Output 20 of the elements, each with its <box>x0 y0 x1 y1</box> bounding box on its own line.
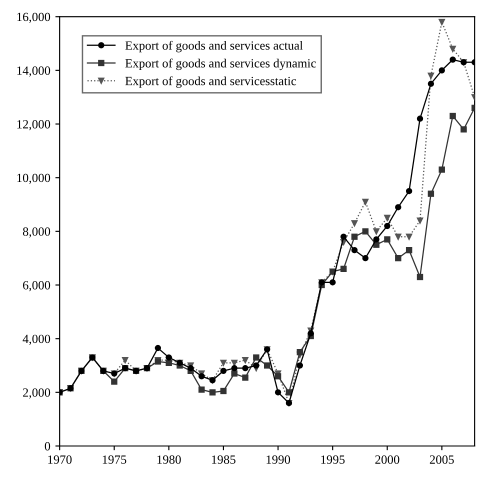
x-tick-label: 1975 <box>102 455 126 464</box>
legend-label: Export of goods and servicesstatic <box>125 76 296 88</box>
x-tick-label: 2000 <box>375 455 400 464</box>
y-tick-label: 4,000 <box>22 334 50 345</box>
y-tick-label: 14,000 <box>17 66 50 77</box>
y-tick-label: 16,000 <box>17 12 50 23</box>
y-tick-label: 0 <box>44 442 50 450</box>
x-tick-label: 1995 <box>321 455 345 464</box>
y-tick-label: 6,000 <box>23 281 50 292</box>
x-tick-label: 1980 <box>157 455 181 464</box>
y-tick-label: 10,000 <box>17 174 50 184</box>
legend-label: Export of goods and services dynamic <box>125 58 316 70</box>
legend-label: Export of goods and services actual <box>125 40 303 52</box>
y-tick-label: 12,000 <box>17 120 50 130</box>
y-tick-label: 2,000 <box>23 388 50 399</box>
x-tick-label: 2005 <box>430 455 454 464</box>
x-tick-label: 1985 <box>212 455 236 464</box>
x-tick-label: 1990 <box>266 455 290 464</box>
x-tick-label: 1970 <box>48 455 72 464</box>
y-tick-label: 8,000 <box>22 227 50 238</box>
